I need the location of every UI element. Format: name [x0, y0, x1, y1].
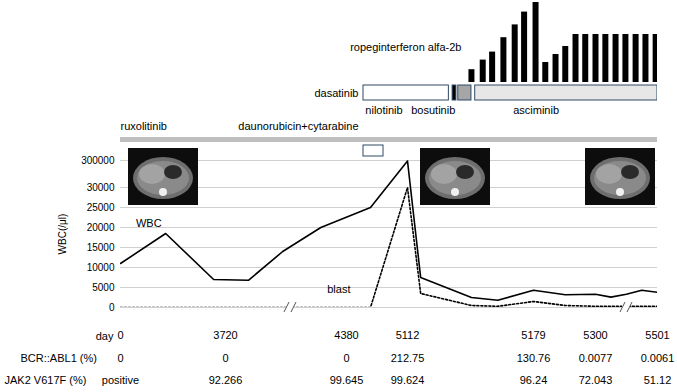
svg-text:WBC(/μl): WBC(/μl)	[57, 214, 68, 255]
svg-text:4380: 4380	[334, 329, 358, 341]
svg-text:ropeginterferon alfa-2b: ropeginterferon alfa-2b	[350, 41, 461, 53]
svg-text:5179: 5179	[521, 329, 545, 341]
svg-text:212.75: 212.75	[391, 352, 425, 364]
svg-text:300000: 300000	[81, 155, 115, 166]
svg-text:0: 0	[117, 352, 123, 364]
svg-text:JAK2 V617F (%): JAK2 V617F (%)	[5, 374, 87, 386]
svg-text:0.0061: 0.0061	[641, 352, 675, 364]
svg-text:5000: 5000	[92, 282, 115, 293]
svg-text:ruxolitinib: ruxolitinib	[121, 120, 167, 132]
svg-text:BCR::ABL1 (%): BCR::ABL1 (%)	[21, 352, 97, 364]
svg-text:0: 0	[222, 352, 228, 364]
svg-text:daunorubicin+cytarabine: daunorubicin+cytarabine	[238, 120, 358, 132]
svg-text:99.645: 99.645	[330, 374, 364, 386]
svg-text:asciminib: asciminib	[513, 104, 559, 116]
svg-text:15000: 15000	[87, 242, 115, 253]
svg-text:0: 0	[117, 329, 123, 341]
svg-text:72.043: 72.043	[579, 374, 613, 386]
svg-text:130.76: 130.76	[517, 352, 551, 364]
svg-text:3720: 3720	[213, 329, 237, 341]
svg-text:10000: 10000	[87, 262, 115, 273]
svg-text:day: day	[96, 330, 114, 342]
svg-text:bosutinib: bosutinib	[411, 104, 455, 116]
svg-text:51.12: 51.12	[644, 374, 672, 386]
svg-text:99.624: 99.624	[391, 374, 425, 386]
svg-text:5300: 5300	[583, 329, 607, 341]
svg-text:dasatinib: dasatinib	[314, 87, 358, 99]
svg-text:blast: blast	[327, 283, 350, 295]
svg-text:positive: positive	[102, 374, 139, 386]
svg-text:5112: 5112	[396, 329, 420, 341]
svg-text:20000: 20000	[87, 222, 115, 233]
svg-text:0.0077: 0.0077	[579, 352, 613, 364]
svg-text:0: 0	[343, 352, 349, 364]
svg-text:5501: 5501	[645, 329, 669, 341]
svg-text:25000: 25000	[87, 202, 115, 213]
svg-text:96.24: 96.24	[520, 374, 548, 386]
svg-text:92.266: 92.266	[209, 374, 243, 386]
svg-text:WBC: WBC	[136, 217, 162, 229]
svg-text:30000: 30000	[87, 182, 115, 193]
svg-text:0: 0	[109, 302, 115, 313]
svg-text:nilotinib: nilotinib	[365, 104, 402, 116]
